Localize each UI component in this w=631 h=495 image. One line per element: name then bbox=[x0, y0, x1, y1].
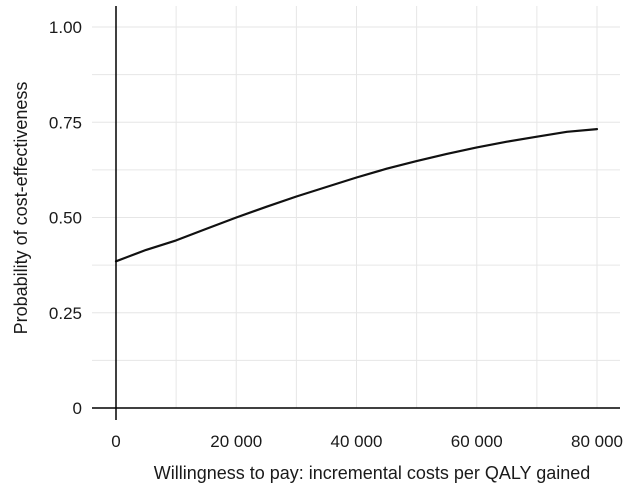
x-tick-label: 60 000 bbox=[451, 432, 503, 451]
x-tick-label: 80 000 bbox=[571, 432, 623, 451]
x-axis-title: Willingness to pay: incremental costs pe… bbox=[154, 463, 591, 483]
x-tick-label: 20 000 bbox=[210, 432, 262, 451]
x-tick-label: 40 000 bbox=[331, 432, 383, 451]
axes bbox=[92, 6, 620, 420]
y-tick-label: 1.00 bbox=[49, 18, 82, 37]
x-tick-label: 0 bbox=[111, 432, 120, 451]
y-tick-label: 0.50 bbox=[49, 209, 82, 228]
x-tick-labels: 0 20 000 40 000 60 000 80 000 bbox=[111, 432, 623, 451]
ceac-curve bbox=[114, 128, 599, 263]
series-layer bbox=[114, 128, 599, 263]
y-axis-title: Probability of cost-effectiveness bbox=[11, 82, 31, 335]
y-tick-labels: 0 0.25 0.50 0.75 1.00 bbox=[49, 18, 82, 418]
y-tick-label: 0.75 bbox=[49, 113, 82, 132]
grid bbox=[92, 6, 620, 409]
y-tick-label: 0 bbox=[73, 399, 82, 418]
y-tick-label: 0.25 bbox=[49, 304, 82, 323]
